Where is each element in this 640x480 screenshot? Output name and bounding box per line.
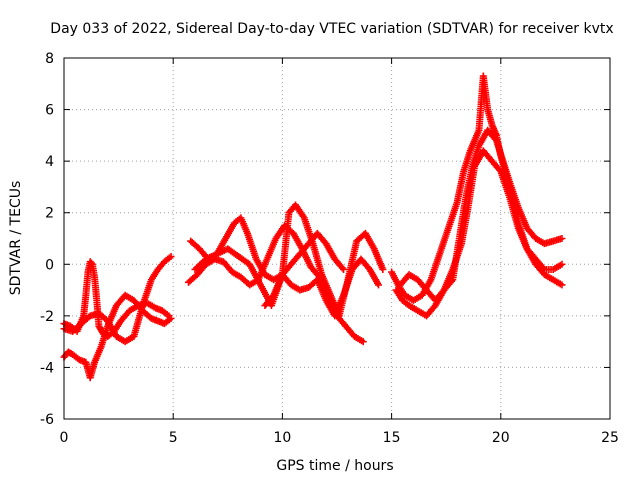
data-point — [87, 259, 95, 267]
y-tick-label: 8 — [45, 51, 54, 67]
data-point — [558, 235, 566, 242]
y-tick-label: 0 — [45, 257, 54, 273]
x-tick-label: 10 — [273, 430, 291, 446]
data-points — [60, 72, 566, 382]
data-point — [338, 264, 346, 272]
data-point — [167, 253, 175, 261]
data-point — [379, 265, 387, 273]
y-tick-label: 4 — [45, 154, 54, 170]
data-point — [491, 135, 499, 143]
series-track-3 — [60, 253, 175, 346]
axes: 0 5 10 15 20 25 -6 -4 -2 0 2 4 6 8 — [40, 51, 619, 446]
y-tick-label: -6 — [40, 412, 54, 428]
x-tick-label: 0 — [60, 430, 69, 446]
data-point — [359, 338, 367, 346]
y-axis-label: SDTVAR / TECUs — [8, 181, 24, 296]
y-tick-label: 2 — [45, 206, 54, 222]
grid-lines — [64, 58, 610, 419]
series-track-10 — [396, 126, 566, 304]
y-tick-label: -4 — [40, 360, 54, 376]
y-tick-label: -2 — [40, 309, 54, 325]
plot-frame — [63, 57, 611, 420]
x-tick-label: 20 — [492, 430, 510, 446]
data-point — [448, 277, 456, 285]
series-track-7 — [261, 255, 382, 320]
x-tick-label: 25 — [601, 430, 619, 446]
data-point — [167, 314, 175, 322]
data-point — [374, 281, 382, 289]
data-point — [340, 265, 348, 273]
data-point — [558, 260, 566, 268]
x-tick-label: 15 — [383, 430, 401, 446]
x-axis-label: GPS time / hours — [276, 458, 393, 474]
y-tick-label: 6 — [45, 103, 54, 119]
series-track-8 — [388, 72, 566, 304]
chart-title: Day 033 of 2022, Sidereal Day-to-day VTE… — [50, 21, 613, 37]
series-track-9 — [392, 147, 566, 320]
x-tick-label: 5 — [169, 430, 178, 446]
data-point — [539, 264, 547, 272]
data-point — [558, 281, 566, 289]
